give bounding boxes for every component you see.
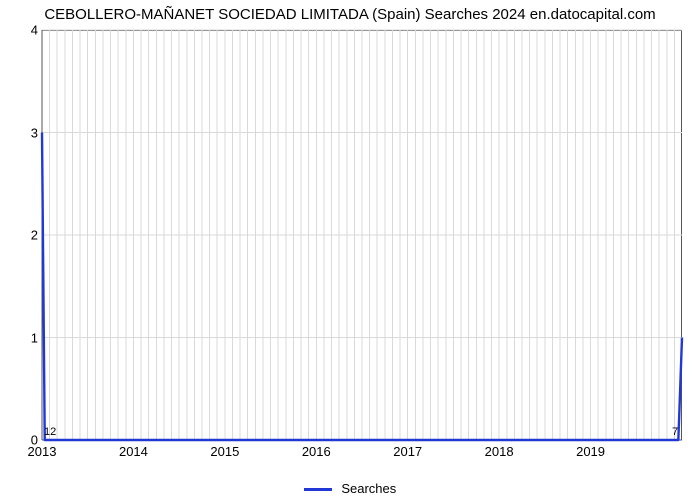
corner-bottom-right-label: 7 [672, 426, 678, 438]
chart-svg [0, 0, 700, 500]
x-tick-label: 2016 [302, 444, 331, 459]
x-tick-label: 2015 [210, 444, 239, 459]
x-tick-label: 2013 [28, 444, 57, 459]
x-tick-label: 2014 [119, 444, 148, 459]
legend-label: Searches [341, 481, 396, 496]
line-chart: CEBOLLERO-MAÑANET SOCIEDAD LIMITADA (Spa… [0, 0, 700, 500]
x-tick-label: 2019 [576, 444, 605, 459]
x-tick-label: 2017 [393, 444, 422, 459]
legend-swatch [304, 488, 332, 491]
y-tick-label: 2 [8, 228, 38, 243]
x-tick-label: 2018 [485, 444, 514, 459]
legend: Searches [0, 481, 700, 496]
y-tick-label: 3 [8, 125, 38, 140]
y-tick-label: 1 [8, 330, 38, 345]
y-tick-label: 4 [8, 23, 38, 38]
corner-bottom-left-label: 12 [44, 426, 56, 438]
